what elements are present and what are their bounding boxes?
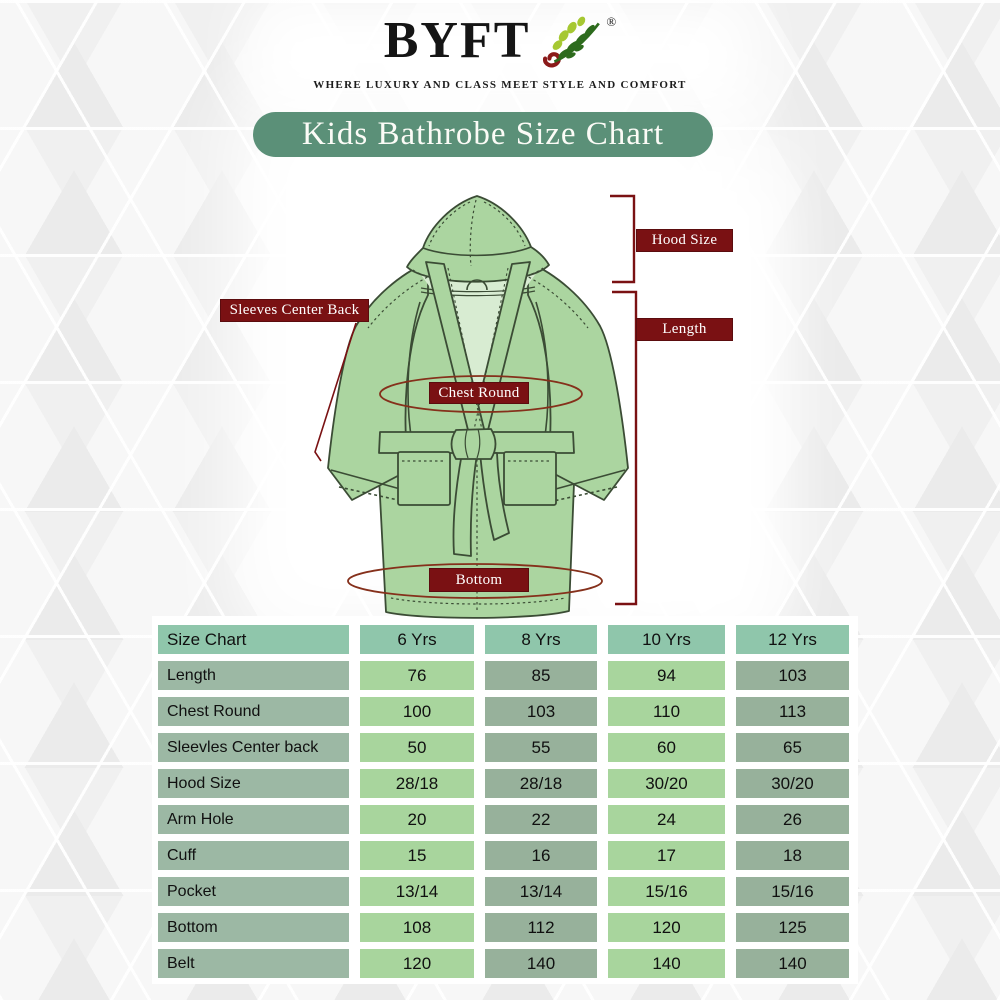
belt-tail-left: [452, 452, 478, 557]
table-header-size-chart: Size Chart: [158, 625, 349, 654]
brand-name: BYFT: [383, 12, 531, 69]
value-cell: 55: [485, 733, 597, 762]
value-cell: 30/20: [608, 769, 725, 798]
row-label: Sleevles Center back: [158, 733, 349, 762]
value-cell: 103: [485, 697, 597, 726]
row-label: Cuff: [158, 841, 349, 870]
right-armpit-seam: [535, 301, 549, 443]
value-cell: 120: [608, 913, 725, 942]
right-pocket: [503, 451, 557, 506]
value-cell: 94: [608, 661, 725, 690]
value-cell: 28/18: [360, 769, 474, 798]
value-cell: 15: [360, 841, 474, 870]
value-cell: 85: [485, 661, 597, 690]
table-header-10-yrs: 10 Yrs: [608, 625, 725, 654]
value-cell: 26: [736, 805, 849, 834]
value-cell: 50: [360, 733, 474, 762]
value-cell: 13/14: [360, 877, 474, 906]
value-cell: 18: [736, 841, 849, 870]
sleeves-center-back-label: Sleeves Center Back: [220, 299, 369, 322]
row-label: Pocket: [158, 877, 349, 906]
length-label: Length: [636, 318, 733, 341]
chest-round-label: Chest Round: [429, 382, 529, 404]
value-cell: 16: [485, 841, 597, 870]
row-label: Belt: [158, 949, 349, 978]
value-cell: 100: [360, 697, 474, 726]
table-header-8-yrs: 8 Yrs: [485, 625, 597, 654]
value-cell: 110: [608, 697, 725, 726]
value-cell: 140: [736, 949, 849, 978]
brand-tagline: WHERE LUXURY AND CLASS MEET STYLE AND CO…: [313, 79, 687, 91]
value-cell: 60: [608, 733, 725, 762]
value-cell: 15/16: [608, 877, 725, 906]
value-cell: 30/20: [736, 769, 849, 798]
hood-size-label: Hood Size: [636, 229, 733, 252]
chest-round-ellipse: [379, 375, 583, 413]
value-cell: 13/14: [485, 877, 597, 906]
size-table: Size Chart 6 Yrs 8 Yrs 10 Yrs 12 Yrs Length 76…: [158, 625, 849, 978]
value-cell: 17: [608, 841, 725, 870]
hood-size-bracket: [610, 194, 636, 284]
leaf-branch-icon: [543, 16, 601, 68]
row-label: Hood Size: [158, 769, 349, 798]
hanger-loop: [466, 279, 488, 291]
value-cell: 65: [736, 733, 849, 762]
title-banner: Kids Bathrobe Size Chart: [253, 112, 713, 157]
bathrobe-diagram: Hood Size Length Sleeves Center Back Che…: [150, 180, 870, 640]
value-cell: 120: [360, 949, 474, 978]
value-cell: 112: [485, 913, 597, 942]
value-cell: 108: [360, 913, 474, 942]
page-title: Kids Bathrobe Size Chart: [301, 116, 665, 152]
value-cell: 20: [360, 805, 474, 834]
bathrobe-illustration: [314, 194, 638, 619]
value-cell: 113: [736, 697, 849, 726]
value-cell: 24: [608, 805, 725, 834]
table-header-6-yrs: 6 Yrs: [360, 625, 474, 654]
left-pocket: [397, 451, 451, 506]
value-cell: 76: [360, 661, 474, 690]
row-label: Length: [158, 661, 349, 690]
value-cell: 103: [736, 661, 849, 690]
table-header-12-yrs: 12 Yrs: [736, 625, 849, 654]
value-cell: 140: [485, 949, 597, 978]
left-armpit-seam: [407, 301, 421, 443]
length-bracket: [612, 290, 638, 606]
registered-trademark: ®: [606, 14, 617, 29]
value-cell: 125: [736, 913, 849, 942]
value-cell: 22: [485, 805, 597, 834]
brand-logo: BYFT ®: [0, 12, 1000, 69]
bottom-ellipse: [347, 563, 603, 599]
row-label: Bottom: [158, 913, 349, 942]
belt-tail-right: [479, 452, 510, 541]
value-cell: 28/18: [485, 769, 597, 798]
sleeves-pointer-line: [314, 322, 357, 462]
bottom-label: Bottom: [429, 568, 529, 592]
row-label: Chest Round: [158, 697, 349, 726]
belt-knot: [450, 428, 497, 460]
row-label: Arm Hole: [158, 805, 349, 834]
value-cell: 15/16: [736, 877, 849, 906]
value-cell: 140: [608, 949, 725, 978]
